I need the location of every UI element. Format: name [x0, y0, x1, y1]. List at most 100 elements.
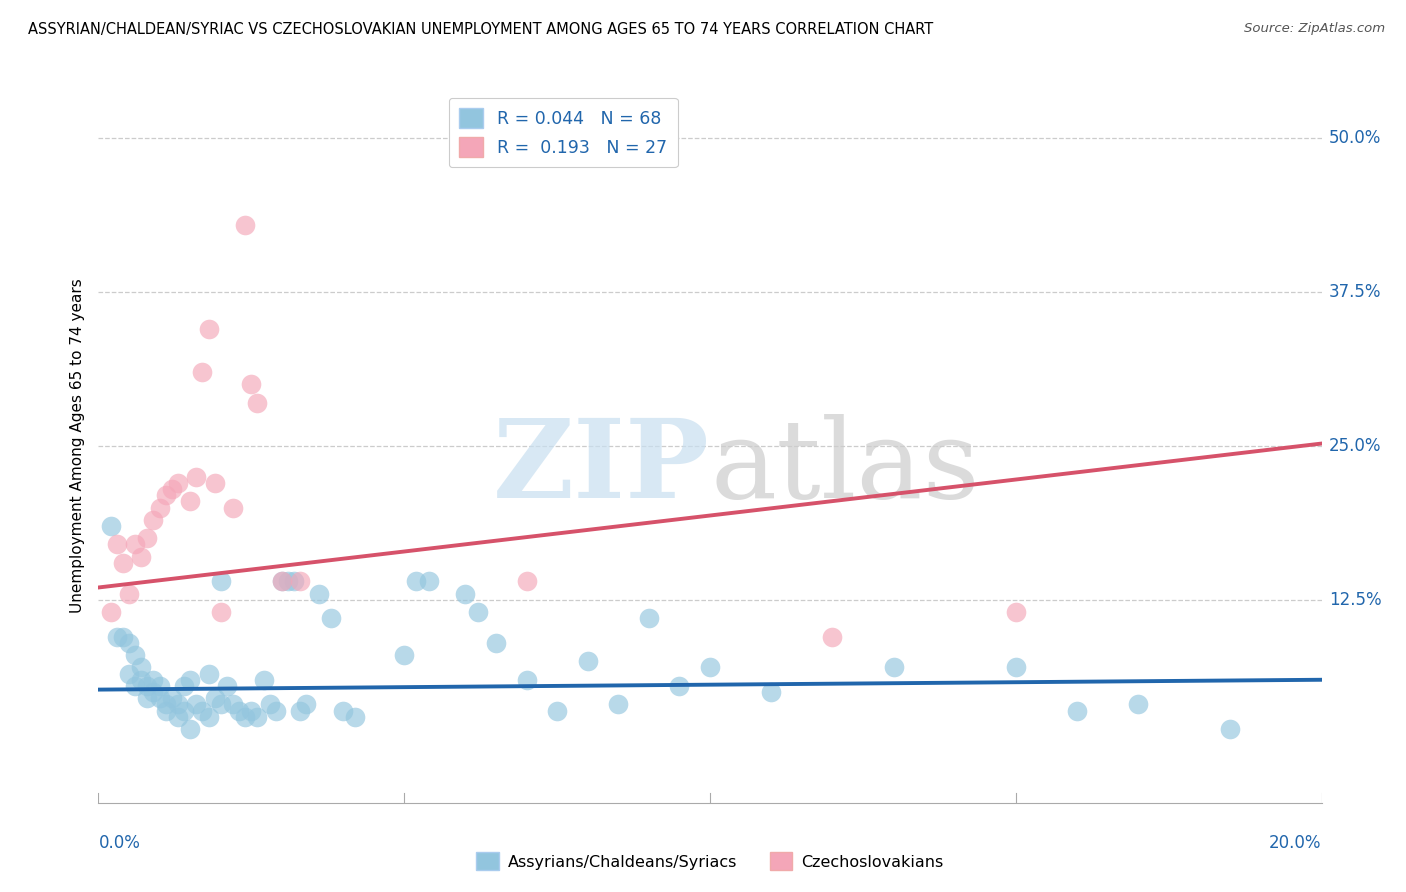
Point — [179, 722, 201, 736]
Point — [167, 709, 190, 723]
Point — [283, 574, 305, 589]
Point — [204, 691, 226, 706]
Point — [167, 475, 190, 490]
Point — [142, 513, 165, 527]
Point — [215, 679, 238, 693]
Point — [270, 574, 292, 589]
Point — [290, 574, 312, 589]
Point — [191, 365, 214, 379]
Point — [173, 704, 195, 718]
Point — [821, 630, 844, 644]
Text: ASSYRIAN/CHALDEAN/SYRIAC VS CZECHOSLOVAKIAN UNEMPLOYMENT AMONG AGES 65 TO 74 YEA: ASSYRIAN/CHALDEAN/SYRIAC VS CZECHOSLOVAK… — [28, 22, 934, 37]
Point — [186, 469, 208, 483]
Point — [290, 704, 312, 718]
Point — [167, 698, 190, 712]
Point — [222, 500, 245, 515]
Point — [344, 709, 367, 723]
Point — [186, 698, 208, 712]
Text: ZIP: ZIP — [494, 414, 710, 521]
Point — [1004, 605, 1026, 619]
Point — [204, 475, 226, 490]
Point — [149, 691, 172, 706]
Point — [191, 704, 214, 718]
Point — [124, 679, 146, 693]
Point — [124, 648, 146, 662]
Point — [668, 679, 690, 693]
Point — [136, 531, 159, 545]
Text: 20.0%: 20.0% — [1270, 834, 1322, 852]
Point — [454, 587, 477, 601]
Point — [124, 537, 146, 551]
Point — [118, 636, 141, 650]
Point — [485, 636, 508, 650]
Point — [277, 574, 299, 589]
Point — [252, 673, 274, 687]
Point — [111, 556, 134, 570]
Point — [637, 611, 661, 625]
Text: 0.0%: 0.0% — [98, 834, 141, 852]
Point — [136, 691, 159, 706]
Point — [259, 698, 281, 712]
Point — [118, 666, 141, 681]
Point — [405, 574, 427, 589]
Point — [392, 648, 416, 662]
Point — [111, 630, 134, 644]
Text: 37.5%: 37.5% — [1329, 283, 1381, 301]
Point — [197, 709, 219, 723]
Point — [246, 709, 269, 723]
Point — [129, 549, 152, 564]
Point — [179, 494, 201, 508]
Point — [1066, 704, 1088, 718]
Point — [240, 704, 263, 718]
Point — [149, 500, 172, 515]
Text: 25.0%: 25.0% — [1329, 437, 1381, 455]
Point — [129, 660, 152, 674]
Point — [240, 377, 263, 392]
Point — [160, 482, 183, 496]
Point — [233, 709, 256, 723]
Point — [270, 574, 292, 589]
Point — [100, 605, 122, 619]
Point — [142, 673, 165, 687]
Point — [105, 630, 128, 644]
Point — [228, 704, 250, 718]
Point — [149, 679, 172, 693]
Point — [197, 322, 219, 336]
Point — [418, 574, 440, 589]
Point — [1219, 722, 1241, 736]
Point — [136, 679, 159, 693]
Point — [516, 673, 538, 687]
Point — [1004, 660, 1026, 674]
Point — [1128, 698, 1150, 712]
Point — [222, 698, 245, 712]
Text: 50.0%: 50.0% — [1329, 129, 1381, 147]
Point — [576, 654, 599, 668]
Point — [308, 587, 330, 601]
Point — [759, 685, 782, 699]
Point — [100, 519, 122, 533]
Point — [197, 666, 219, 681]
Text: Source: ZipAtlas.com: Source: ZipAtlas.com — [1244, 22, 1385, 36]
Point — [160, 691, 183, 706]
Point — [155, 488, 177, 502]
Point — [546, 704, 568, 718]
Point — [118, 587, 141, 601]
Point — [607, 698, 630, 712]
Text: 12.5%: 12.5% — [1329, 591, 1381, 609]
Point — [467, 605, 489, 619]
Point — [179, 673, 201, 687]
Point — [129, 673, 152, 687]
Y-axis label: Unemployment Among Ages 65 to 74 years: Unemployment Among Ages 65 to 74 years — [69, 278, 84, 614]
Point — [332, 704, 354, 718]
Point — [155, 704, 177, 718]
Point — [319, 611, 342, 625]
Point — [209, 574, 232, 589]
Point — [233, 218, 256, 232]
Point — [105, 537, 128, 551]
Point — [246, 396, 269, 410]
Point — [209, 698, 232, 712]
Text: atlas: atlas — [710, 414, 980, 521]
Point — [155, 698, 177, 712]
Point — [883, 660, 905, 674]
Legend: Assyrians/Chaldeans/Syriacs, Czechoslovakians: Assyrians/Chaldeans/Syriacs, Czechoslova… — [470, 846, 950, 877]
